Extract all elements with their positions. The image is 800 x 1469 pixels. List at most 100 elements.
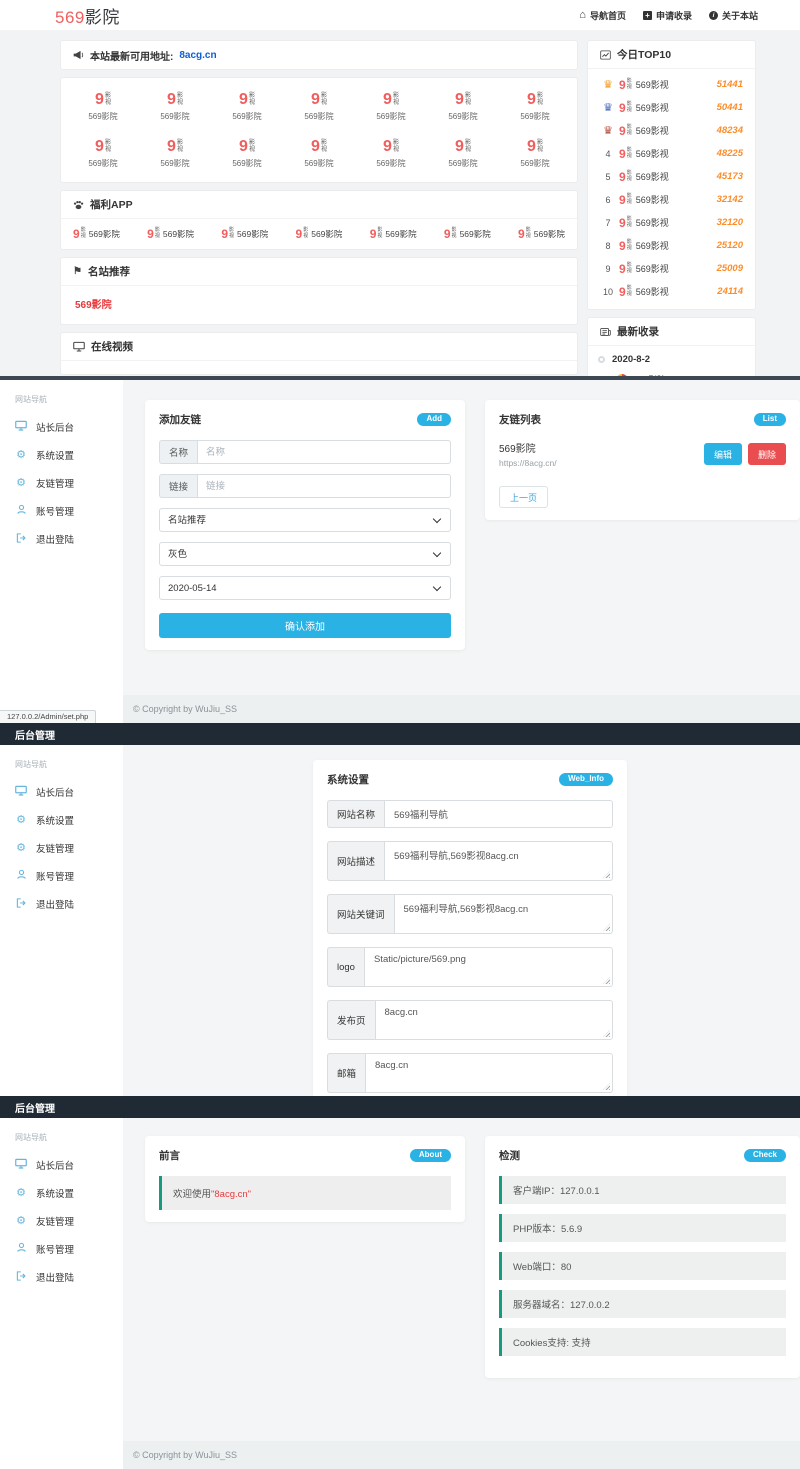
monitor-icon [73, 341, 85, 352]
sidebar-item-account[interactable]: 账号管理 [0, 497, 123, 525]
sidebar-item-label: 退出登陆 [36, 535, 75, 546]
app-section-title: 福利APP [90, 199, 133, 211]
sidebar-item-dashboard[interactable]: 站长后台 [0, 778, 123, 806]
admin-sidebar: 网站导航 站长后台 ⚙ 系统设置 ⚙ 友链管理 账号管理 退出登陆 [0, 745, 123, 1096]
sidebar-item-logout[interactable]: 退出登陆 [0, 890, 123, 918]
notice-link[interactable]: 8acg.cn [179, 49, 217, 61]
settings-field-input[interactable]: 8acg.cn [374, 1000, 613, 1040]
top10-site-name: 569影视 [635, 287, 669, 297]
app-item-label: 569影院 [162, 229, 195, 239]
date-select[interactable]: 2020-05-14 [159, 576, 451, 600]
settings-field: 网站关键词 569福利导航,569影视8acg.cn [327, 894, 613, 934]
settings-field-input[interactable]: 569福利导航,569影视8acg.cn [393, 894, 613, 934]
sidebar-item-dashboard[interactable]: 站长后台 [0, 1151, 123, 1179]
front-page: 569影院 ⌂ 导航首页 + 申请收录 i 关于本站 本站最新可用地址: 8acg.cn [0, 0, 800, 376]
check-item: Cookies支持: 支持 [499, 1328, 786, 1356]
nav-submit-link[interactable]: + 申请收录 [642, 9, 692, 22]
admin-sidebar: 网站导航 站长后台 ⚙ 系统设置 ⚙ 友链管理 账号管理 退出登陆 [0, 1118, 123, 1469]
confirm-add-button[interactable]: 确认添加 [159, 613, 451, 638]
top10-site-name: 569影视 [635, 126, 669, 136]
rank-icon: ♛ [603, 102, 613, 114]
sidebar-item-logout[interactable]: 退出登陆 [0, 525, 123, 553]
top10-visit-count: 45173 [716, 171, 743, 182]
gear-icon: ⚙ [16, 1186, 26, 1199]
settings-field-input[interactable]: 569福利导航 [384, 800, 613, 828]
site-grid-item-label: 569影院 [376, 111, 406, 121]
sidebar-item-links[interactable]: ⚙ 友链管理 [0, 469, 123, 497]
url-input[interactable] [197, 474, 451, 498]
site-logo[interactable]: 569影院 [55, 7, 120, 27]
sidebar-item-account[interactable]: 账号管理 [0, 1235, 123, 1263]
sidebar-item-label: 友链管理 [36, 479, 75, 490]
delete-button[interactable]: 删除 [747, 443, 786, 465]
app-item-label: 569影院 [459, 229, 491, 239]
sidebar-item-settings[interactable]: ⚙ 系统设置 [0, 1179, 123, 1207]
sidebar-item-label: 账号管理 [36, 507, 75, 518]
settings-field-input[interactable]: 569福利导航,569影视8acg.cn [384, 841, 613, 881]
famous-body: 569影院 [61, 286, 577, 324]
sidebar-item-account[interactable]: 账号管理 [0, 862, 123, 890]
prev-page-button[interactable]: 上一页 [499, 486, 549, 508]
settings-card: 系统设置 Web_Info 网站名称 569福利导航 网站描述 569福利导航,… [313, 760, 627, 1096]
edit-button[interactable]: 编辑 [703, 443, 742, 465]
copyright-footer: © Copyright by WuJiu_SS [123, 1441, 800, 1469]
date-select-wrap: 2020-05-14 [159, 576, 451, 600]
color-select[interactable]: 灰色 [159, 542, 451, 566]
sidebar-item-logout[interactable]: 退出登陆 [0, 1263, 123, 1291]
sidebar-item-settings[interactable]: ⚙ 系统设置 [0, 441, 123, 469]
sidebar-item-links[interactable]: ⚙ 友链管理 [0, 1207, 123, 1235]
app-item-label: 569影院 [237, 229, 269, 239]
site-grid-item-label: 569影院 [520, 111, 550, 121]
link-actions: 编辑 删除 [703, 443, 786, 465]
settings-field-input[interactable]: Static/picture/569.png [363, 947, 613, 987]
sidebar-item-dashboard[interactable]: 站长后台 [0, 413, 123, 441]
nav-about-link[interactable]: i 关于本站 [708, 9, 758, 22]
category-select[interactable]: 名站推荐 [159, 508, 451, 532]
sidebar-item-links[interactable]: ⚙ 友链管理 [0, 834, 123, 862]
nav-home-link[interactable]: ⌂ 导航首页 [579, 8, 626, 21]
video-section-title: 在线视频 [91, 341, 133, 353]
check-item: Web端口：80 [499, 1252, 786, 1280]
name-input[interactable] [197, 440, 451, 464]
famous-site-link[interactable]: 569影院 [75, 300, 112, 311]
top10-visit-count: 48225 [716, 148, 743, 159]
sidebar-item-settings[interactable]: ⚙ 系统设置 [0, 806, 123, 834]
settings-field-input[interactable]: 8acg.cn [365, 1053, 613, 1093]
latest-site-item[interactable]: 569影院 [616, 373, 745, 376]
